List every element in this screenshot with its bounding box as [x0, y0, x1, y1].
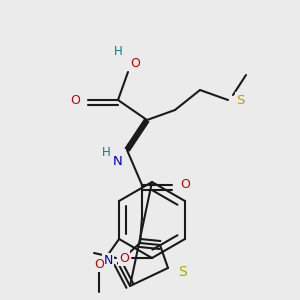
Text: O: O	[180, 178, 190, 191]
Text: N: N	[112, 155, 122, 168]
Text: H: H	[102, 146, 111, 158]
Text: H: H	[114, 45, 122, 58]
Text: O: O	[70, 94, 80, 106]
Text: S: S	[236, 94, 244, 106]
Text: N: N	[103, 254, 113, 268]
Text: S: S	[178, 265, 187, 279]
Text: O: O	[119, 251, 129, 265]
Text: O: O	[130, 57, 140, 70]
Text: O: O	[94, 257, 104, 271]
